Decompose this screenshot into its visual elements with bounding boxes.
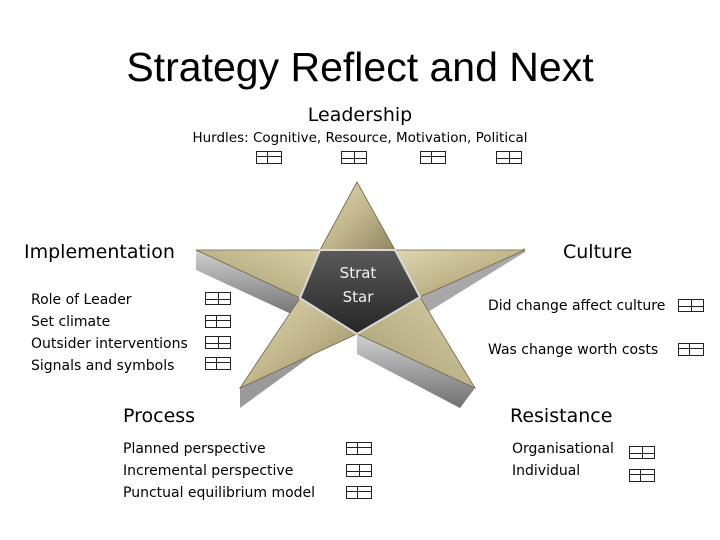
star-center [298, 249, 422, 336]
table-grid-icon[interactable] [629, 446, 655, 459]
center-label-line2: Star [343, 288, 375, 306]
list-item: Was change worth costs [488, 342, 659, 358]
culture-heading: Culture [563, 241, 633, 263]
table-grid-icon[interactable] [629, 469, 655, 482]
table-grid-icon[interactable] [256, 151, 282, 164]
table-grid-icon[interactable] [205, 336, 231, 349]
process-list: Planned perspective Incremental perspect… [123, 438, 315, 504]
list-item: Outsider interventions [31, 336, 188, 352]
table-grid-icon[interactable] [678, 343, 704, 356]
list-item: Punctual equilibrium model [123, 485, 316, 501]
star-side-right [420, 248, 525, 317]
process-heading: Process [123, 405, 196, 427]
table-grid-icon[interactable] [678, 299, 704, 312]
table-grid-icon[interactable] [420, 151, 446, 164]
list-item: Planned perspective [123, 441, 266, 457]
table-grid-icon[interactable] [496, 151, 522, 164]
implementation-heading: Implementation [24, 241, 175, 263]
star-side-bottom [357, 334, 475, 408]
table-grid-icon[interactable] [346, 486, 372, 499]
star-arm-top [319, 181, 396, 251]
list-item: Role of Leader [31, 292, 132, 308]
resistance-list: Organisational Individual [512, 438, 614, 482]
implementation-list: Role of Leader Set climate Outsider inte… [31, 289, 188, 377]
star-side-left [196, 250, 300, 318]
list-item: Set climate [31, 314, 111, 330]
table-grid-icon[interactable] [205, 292, 231, 305]
list-item: Did change affect culture [488, 298, 666, 314]
list-item: Organisational [512, 441, 614, 457]
leadership-heading: Leadership [307, 104, 413, 126]
center-label-line1: Strat [340, 264, 377, 282]
list-item: Signals and symbols [31, 358, 175, 374]
table-grid-icon[interactable] [346, 442, 372, 455]
resistance-heading: Resistance [510, 405, 613, 427]
table-grid-icon[interactable] [346, 464, 372, 477]
list-item: Incremental perspective [123, 463, 294, 479]
page-title: Strategy Reflect and Next [126, 44, 594, 90]
table-grid-icon[interactable] [205, 315, 231, 328]
table-grid-icon[interactable] [205, 357, 231, 370]
table-grid-icon[interactable] [341, 151, 367, 164]
list-item: Individual [512, 463, 581, 479]
leadership-subtitle: Hurdles: Cognitive, Resource, Motivation… [192, 130, 528, 146]
